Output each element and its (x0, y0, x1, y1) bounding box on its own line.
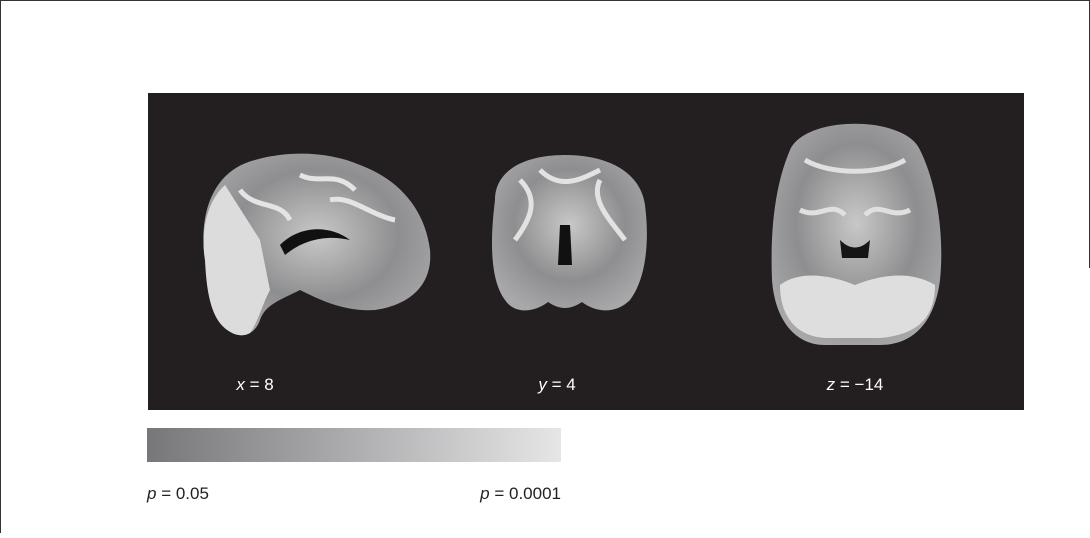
p-symbol: p (479, 484, 489, 503)
axial-slice (772, 124, 942, 345)
slice-axis: z (826, 375, 836, 394)
slice-label: y = 4 (537, 375, 575, 394)
p-value: = 0.05 (161, 484, 209, 503)
slice-label: z = −14 (826, 375, 884, 394)
colorbar-low-label: p = 0.05 (146, 484, 209, 503)
slice-coord: = 8 (250, 375, 274, 394)
figure: x = 8 y = 4 z = −14 p = 0.05 p = 0.0001 (0, 0, 1090, 533)
p-value: = 0.0001 (494, 484, 561, 503)
colorbar (147, 428, 561, 462)
slice-coord: = 4 (552, 375, 576, 394)
p-symbol: p (146, 484, 156, 503)
slice-axis: x (235, 375, 245, 394)
slice-coord: = −14 (840, 375, 884, 394)
colorbar-high-label: p = 0.0001 (479, 484, 561, 503)
slice-axis: y (537, 375, 548, 394)
slice-label: x = 8 (235, 375, 273, 394)
coronal-slice (492, 155, 647, 310)
